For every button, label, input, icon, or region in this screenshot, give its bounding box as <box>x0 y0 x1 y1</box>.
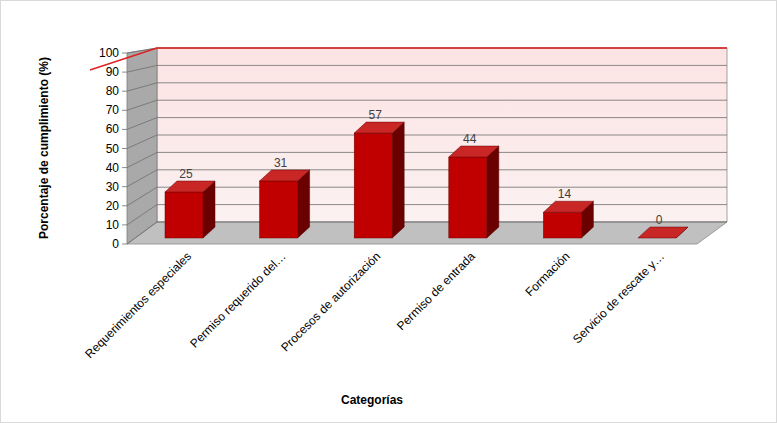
floor <box>127 222 727 244</box>
bar <box>543 201 593 238</box>
data-label: 57 <box>369 108 383 122</box>
chart-container: 010203040506070809010025315744140Requeri… <box>0 0 777 423</box>
bar-front <box>260 181 298 238</box>
data-label: 31 <box>274 156 288 170</box>
chart-border <box>1 1 777 423</box>
y-tick <box>122 72 127 73</box>
y-tick-label: 10 <box>106 218 120 232</box>
bar-front <box>354 133 392 238</box>
grid-line <box>127 222 727 244</box>
bar-top <box>638 227 688 238</box>
x-tick-label: Servicio de rescate y… <box>570 249 667 346</box>
grid-line <box>127 205 727 225</box>
grid-line <box>127 187 727 206</box>
grid-line <box>127 152 727 167</box>
x-tick-label: Formación <box>523 249 573 299</box>
chart-svg: 010203040506070809010025315744140Requeri… <box>0 0 777 423</box>
bar-side <box>298 170 310 238</box>
bar-top <box>260 170 310 181</box>
y-tick <box>122 244 127 245</box>
bar-side <box>487 146 499 238</box>
y-tick-label: 50 <box>106 142 120 156</box>
bar <box>354 122 404 238</box>
y-tick <box>122 224 127 225</box>
line-extension <box>90 48 214 70</box>
grid-line <box>127 83 727 91</box>
y-tick <box>122 53 127 54</box>
y-tick-label: 90 <box>106 65 120 79</box>
x-tick-label: Permiso de entrada <box>394 249 478 333</box>
grid-line <box>127 118 727 130</box>
bar-front <box>165 192 203 238</box>
grid-line <box>127 100 727 110</box>
bar-top <box>354 122 404 133</box>
y-tick-label: 30 <box>106 180 120 194</box>
bar-top <box>449 146 499 157</box>
x-tick-label: Requerimientos especiales <box>82 249 194 361</box>
y-tick <box>122 186 127 187</box>
y-tick <box>122 110 127 111</box>
data-label: 14 <box>558 187 572 201</box>
y-tick-label: 70 <box>106 103 120 117</box>
x-tick-label: Procesos de autorización <box>278 249 383 354</box>
y-tick <box>122 91 127 92</box>
x-axis-title: Categorías <box>341 393 403 407</box>
bar-front <box>449 157 487 238</box>
grid-line <box>127 170 727 187</box>
bar <box>449 146 499 238</box>
y-axis-title: Porcentaje de cumplimiento (%) <box>37 57 51 239</box>
y-tick-label: 0 <box>112 237 119 251</box>
line-series <box>214 47 687 49</box>
y-tick <box>122 167 127 168</box>
bar-top <box>165 181 215 192</box>
plot-marks <box>165 48 688 238</box>
grid-line <box>127 65 727 72</box>
y-tick-label: 20 <box>106 199 120 213</box>
bar-side <box>392 122 404 238</box>
y-tick-label: 40 <box>106 161 120 175</box>
grid-line <box>127 48 727 53</box>
y-tick <box>122 129 127 130</box>
y-tick <box>122 148 127 149</box>
data-label: 25 <box>179 167 193 181</box>
y-tick-label: 100 <box>99 46 119 60</box>
data-label: 44 <box>463 132 477 146</box>
y-tick <box>122 205 127 206</box>
y-tick-label: 80 <box>106 84 120 98</box>
data-label: 0 <box>656 213 663 227</box>
x-tick-label: Permiso requerido del… <box>187 249 288 350</box>
bar <box>260 170 310 238</box>
bar-front <box>543 212 581 238</box>
y-tick-label: 60 <box>106 122 120 136</box>
bar <box>165 181 215 238</box>
grid-line <box>127 135 727 149</box>
bar-top <box>543 201 593 212</box>
bar <box>638 227 688 238</box>
line-extension <box>687 47 727 49</box>
